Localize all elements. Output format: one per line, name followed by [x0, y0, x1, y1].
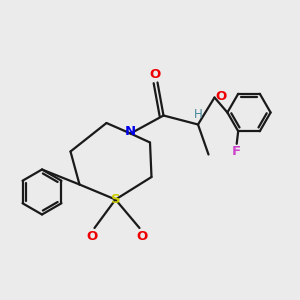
- Text: H: H: [194, 108, 202, 122]
- Text: S: S: [111, 193, 120, 206]
- Text: O: O: [215, 89, 227, 103]
- Text: O: O: [136, 230, 148, 243]
- Text: O: O: [86, 230, 98, 243]
- Text: N: N: [125, 124, 136, 138]
- Text: F: F: [232, 145, 241, 158]
- Text: O: O: [149, 68, 160, 82]
